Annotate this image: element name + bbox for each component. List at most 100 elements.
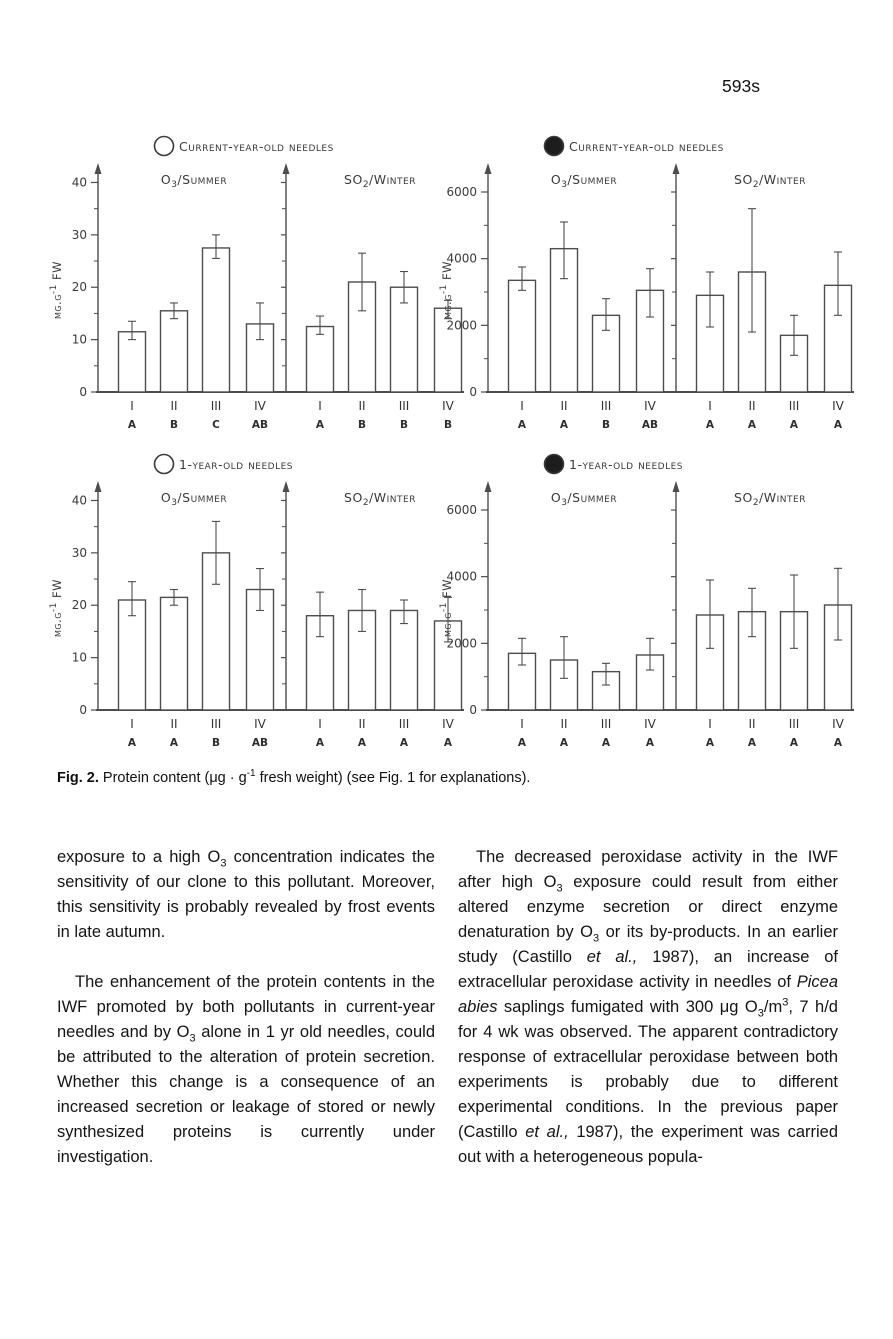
text-segment: The enhancement of the protein contents …	[57, 973, 435, 1041]
y-tick-label: 20	[72, 280, 87, 294]
significance-letter: A	[444, 737, 453, 749]
bar	[389, 609, 419, 711]
significance-letter: A	[358, 737, 367, 749]
bar	[737, 610, 767, 711]
text-segment: 3	[782, 996, 789, 1009]
panel-label: SO2/Winter	[734, 490, 806, 508]
panel-label: SO2/Winter	[734, 172, 806, 190]
text-segment: 3	[593, 932, 600, 945]
significance-letter: A	[834, 737, 843, 749]
x-tick-label: III	[399, 717, 410, 731]
bar	[591, 314, 621, 393]
significance-letter: A	[560, 737, 569, 749]
x-tick-label: III	[789, 717, 800, 731]
paragraph: The decreased peroxidase activity in the…	[458, 845, 838, 1170]
significance-letter: B	[358, 419, 366, 431]
bar	[117, 599, 147, 711]
significance-letter: A	[748, 419, 757, 431]
x-tick-label: II	[560, 717, 567, 731]
figure-caption: Fig. 2. Protein content (μg · g-1 fresh …	[57, 768, 797, 786]
text-segment: 3	[757, 1007, 764, 1020]
text-segment: , 7 h/d for 4 wk was observed. The appar…	[458, 998, 838, 1141]
text-segment: The decreased peroxidase activity in the…	[458, 848, 838, 891]
y-tick-label: 4000	[446, 252, 477, 266]
significance-letter: A	[790, 419, 799, 431]
y-tick-label: 10	[72, 651, 87, 665]
axis-arrow-icon	[282, 163, 290, 174]
y-axis-label: μg.g-1 FW	[439, 261, 454, 319]
bar	[159, 310, 189, 393]
significance-letter: B	[444, 419, 452, 431]
axis-arrow-icon	[484, 163, 492, 174]
bar	[201, 247, 231, 393]
axis-arrow-icon	[282, 481, 290, 492]
y-tick-label: 2000	[446, 636, 477, 650]
y-tick-label: 20	[72, 598, 87, 612]
axis-arrow-icon	[672, 481, 680, 492]
filled-circle-icon	[543, 135, 565, 157]
text-segment: -1	[246, 768, 256, 780]
text-segment: exposure to a high O	[57, 848, 221, 866]
significance-letter: B	[602, 419, 610, 431]
significance-letter: A	[316, 737, 325, 749]
text-segment: concentration indicates the sensitivity …	[57, 848, 435, 941]
panel-label: O3/Summer	[161, 490, 227, 508]
y-tick-label: 10	[72, 333, 87, 347]
axis-arrow-icon	[94, 481, 102, 492]
text-segment: 3	[220, 857, 227, 870]
text-segment: or its by-products. In an earlier study …	[458, 923, 839, 966]
text-segment: alone in 1 yr old needles, could be attr…	[57, 1023, 435, 1166]
significance-letter: A	[518, 737, 527, 749]
x-tick-label: III	[399, 399, 410, 413]
significance-letter: B	[170, 419, 178, 431]
x-tick-label: IV	[254, 399, 267, 413]
significance-letter: A	[706, 419, 715, 431]
y-tick-label: 0	[469, 703, 477, 717]
paragraph: The enhancement of the protein contents …	[57, 970, 435, 1170]
chart-1-year-needles-open: 0 10 20 30 40 μg.g-1 FW 1-year-old needles O3/S…	[49, 453, 464, 749]
text-segment: saplings fumigated with 300 μg O	[497, 998, 758, 1016]
axis-arrow-icon	[484, 481, 492, 492]
panel-label: O3/Summer	[551, 490, 617, 508]
text-segment: Fig. 2.	[57, 770, 99, 786]
x-tick-label: IV	[644, 399, 657, 413]
y-tick-label: 6000	[446, 185, 477, 199]
x-tick-label: IV	[442, 717, 455, 731]
text-segment: exposure could result from either altere…	[458, 873, 838, 941]
significance-letter: A	[790, 737, 799, 749]
y-tick-label: 0	[79, 703, 87, 717]
text-segment: 3	[189, 1032, 196, 1045]
significance-letter: A	[518, 419, 527, 431]
significance-letter: B	[400, 419, 408, 431]
y-tick-label: 6000	[446, 503, 477, 517]
x-tick-label: II	[170, 399, 177, 413]
significance-letter: A	[170, 737, 179, 749]
text-segment: Picea abies	[458, 973, 838, 1016]
significance-letter: A	[560, 419, 569, 431]
significance-letter: AB	[642, 419, 658, 431]
text-segment: Protein content (μg · g	[98, 770, 247, 786]
x-tick-label: II	[560, 399, 567, 413]
x-tick-label: II	[748, 399, 755, 413]
significance-letter: A	[400, 737, 409, 749]
x-tick-label: I	[520, 717, 524, 731]
text-column-left: exposure to a high O3 concentration indi…	[57, 845, 435, 1195]
x-tick-label: I	[318, 717, 322, 731]
text-segment: /m	[763, 998, 783, 1016]
x-tick-label: IV	[254, 717, 267, 731]
significance-letter: AB	[252, 419, 268, 431]
filled-circle-icon	[543, 453, 565, 475]
significance-letter: B	[212, 737, 220, 749]
text-segment: 1987), the experiment was carried out wi…	[458, 1123, 839, 1166]
open-circle-icon	[153, 453, 175, 475]
text-segment: 1987), an increase of extracellular pero…	[458, 948, 839, 991]
x-tick-label: II	[748, 717, 755, 731]
x-tick-label: III	[789, 399, 800, 413]
significance-letter: A	[646, 737, 655, 749]
panel-label: O3/Summer	[161, 172, 227, 190]
bar	[433, 307, 463, 393]
significance-letter: A	[316, 419, 325, 431]
significance-letter: A	[128, 419, 137, 431]
x-tick-label: I	[708, 717, 712, 731]
x-tick-label: IV	[442, 399, 455, 413]
